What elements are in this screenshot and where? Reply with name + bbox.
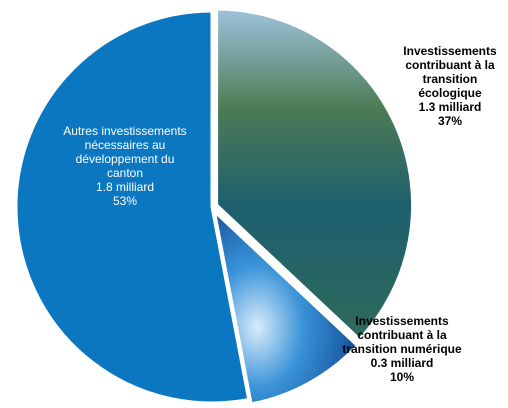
slice-name: Investissements contribuant à la transit… xyxy=(340,314,464,356)
slice-percent: 37% xyxy=(392,114,508,128)
slice-percent: 53% xyxy=(60,194,190,208)
slice-label: Investissements contribuant à la transit… xyxy=(340,314,464,384)
slice-percent: 10% xyxy=(340,370,464,384)
slice-label: Investissements contribuant à la transit… xyxy=(392,44,508,128)
slice-amount: 1.8 milliard xyxy=(60,180,190,194)
chart: Investissements contribuant à la transit… xyxy=(0,0,508,408)
slice-name: Autres investissements nécessaires au dé… xyxy=(60,124,190,180)
slice-label: Autres investissements nécessaires au dé… xyxy=(60,124,190,208)
slice-amount: 0.3 milliard xyxy=(340,356,464,370)
slice-amount: 1.3 milliard xyxy=(392,100,508,114)
slice-name: Investissements contribuant à la transit… xyxy=(392,44,508,100)
